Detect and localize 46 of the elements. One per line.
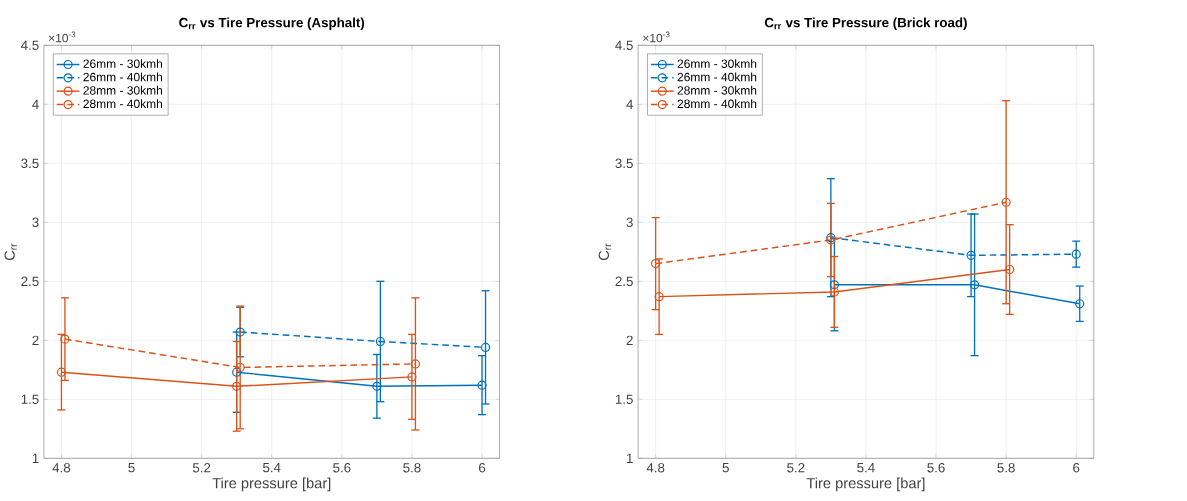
text: ×10$^{-3}$ (643, 31, 670, 43)
x-tick-label: 5.6 (333, 463, 351, 473)
y-tick-label: 2 (626, 335, 633, 345)
y-tick-label: 3 (32, 217, 39, 228)
y-tick-label: 3.5 (21, 158, 39, 169)
y-tick-label: 1.5 (21, 394, 39, 404)
y-axis-title: C$_{rr}$ (4, 243, 17, 261)
legend-label: 28mm - 30kmh (83, 85, 162, 95)
x-tick-label: 5 (722, 463, 729, 473)
legend-label: 26mm - 40kmh (677, 72, 757, 82)
text: ×10$^{-3}$ (49, 31, 76, 43)
y-tick-label: 2.5 (615, 276, 633, 287)
y-tick-label: 1 (627, 453, 633, 463)
x-tick-label: 5.4 (263, 463, 281, 473)
y-tick-label: 4 (32, 99, 39, 109)
x-tick-label: 4.8 (52, 463, 71, 473)
y-tick-label: 4.5 (615, 40, 633, 50)
y-tick-label: 2 (32, 335, 39, 345)
y-axis-title: C$_{rr}$ (598, 243, 612, 261)
chart-title: C$_{rr}$ vs Tire Pressure (Asphalt) (179, 17, 365, 30)
x-tick-label: 5.4 (857, 463, 875, 473)
x-tick-label: 5.6 (927, 463, 945, 473)
x-tick-label: 5.2 (787, 463, 805, 473)
chart-title: C$_{rr}$ vs Tire Pressure (Brick road) (764, 17, 967, 30)
x-axis-title: Tire pressure [bar] (212, 477, 331, 492)
y-tick-label: 3.5 (615, 158, 633, 169)
legend-label: 26mm - 30kmh (677, 59, 757, 68)
x-tick-label: 5.2 (192, 463, 211, 473)
y-tick-label: 4 (626, 99, 634, 109)
x-tick-label: 4.8 (646, 463, 665, 473)
legend-label: 26mm - 30kmh (83, 59, 162, 68)
y-tick-label: 1 (32, 453, 39, 463)
x-tick-label: 5.8 (997, 463, 1015, 473)
x-tick-label: 6 (478, 463, 486, 473)
x-tick-label: 6 (1073, 463, 1080, 473)
x-tick-label: 5 (128, 463, 135, 473)
legend-label: 28mm - 40kmh (677, 99, 757, 109)
legend-label: 26mm - 40kmh (83, 72, 162, 82)
y-tick-label: 3 (626, 217, 633, 228)
y-tick-label: 1.5 (615, 394, 633, 404)
legend-label: 28mm - 30kmh (677, 85, 757, 95)
x-tick-label: 5.8 (403, 463, 421, 473)
legend-label: 28mm - 40kmh (83, 99, 162, 109)
y-tick-label: 2.5 (21, 276, 39, 287)
y-tick-label: 4.5 (21, 40, 39, 50)
x-axis-title: Tire pressure [bar] (806, 477, 925, 492)
